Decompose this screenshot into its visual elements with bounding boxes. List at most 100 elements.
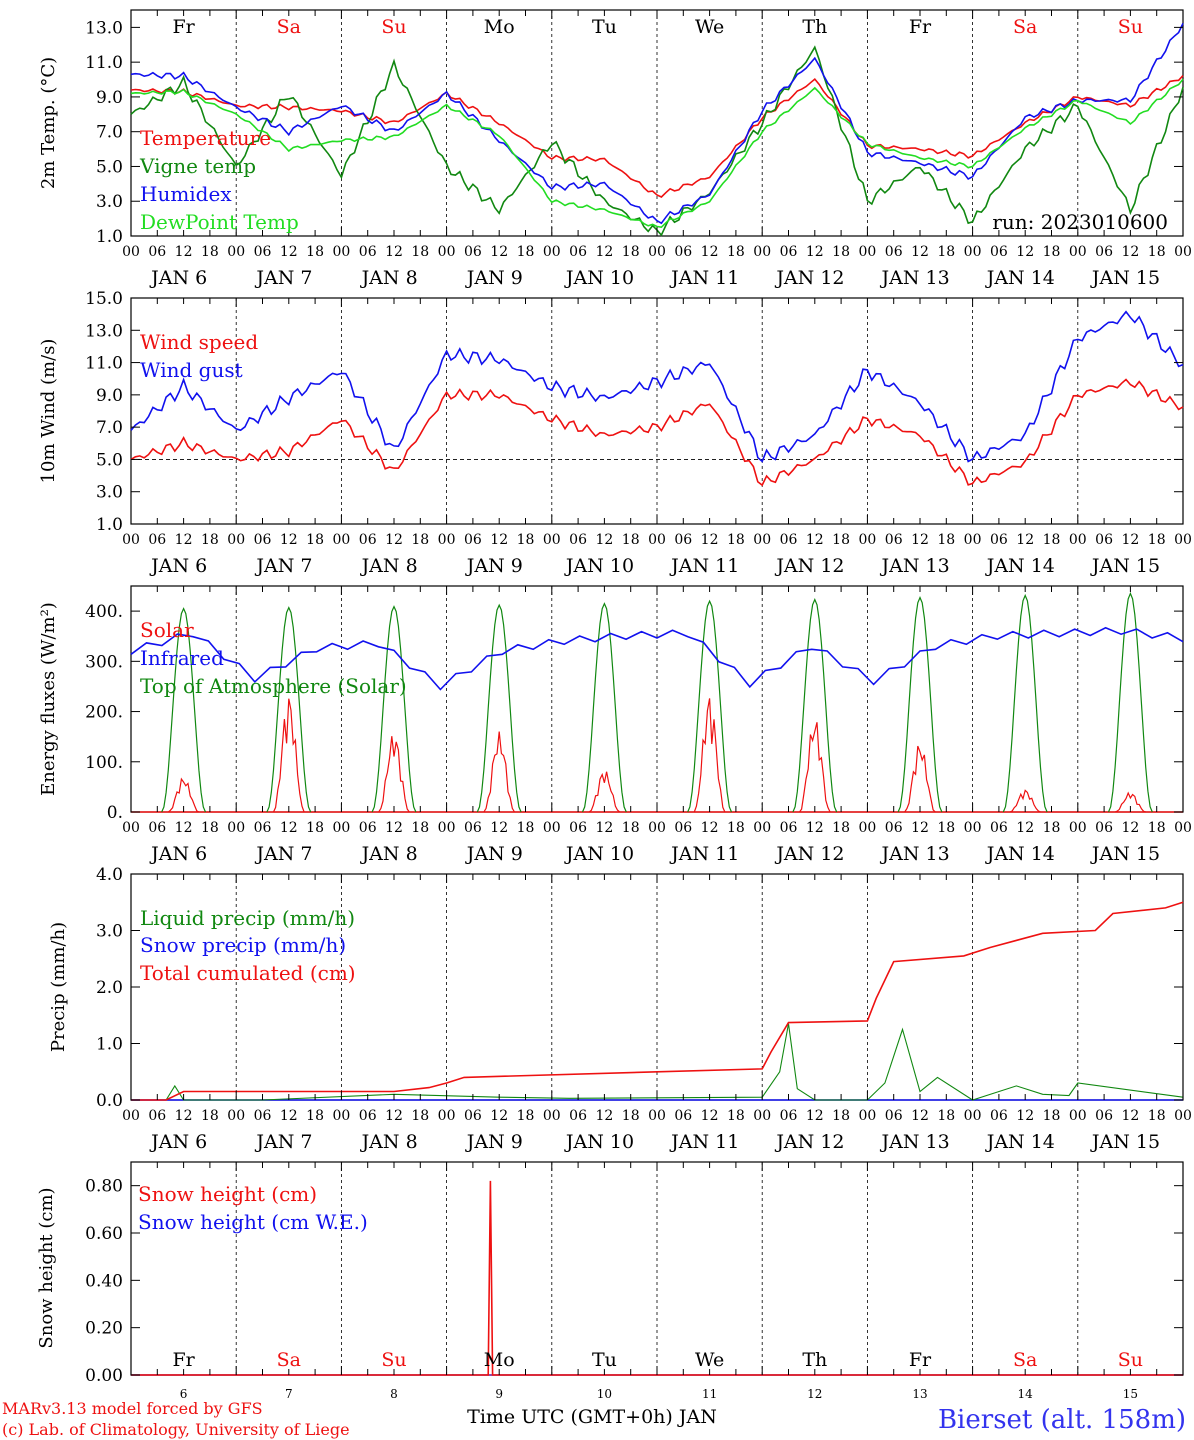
legend-infrared: Infrared <box>140 646 224 670</box>
day-name-label: Sa <box>1013 16 1037 38</box>
hour-tick-label: 06 <box>885 244 903 260</box>
y-tick-label: 11.0 <box>85 53 123 73</box>
solar-line <box>588 771 621 813</box>
date-label: JAN 15 <box>1090 555 1160 577</box>
hour-tick-label: 06 <box>885 532 903 548</box>
day-name-label: Mo <box>484 16 515 38</box>
y-tick-label: 0.20 <box>85 1319 123 1339</box>
hour-tick-label: 12 <box>911 532 929 548</box>
y-tick-label: 13.0 <box>85 321 123 341</box>
toa-solar-line <box>476 603 522 813</box>
legend-toa: Top of Atmosphere (Solar) <box>140 674 407 698</box>
hour-tick-label: 18 <box>937 1108 955 1124</box>
date-label: JAN 6 <box>149 555 207 577</box>
hour-tick-label: 06 <box>359 1108 377 1124</box>
solar-line <box>693 698 726 813</box>
hour-tick-label: 00 <box>648 532 666 548</box>
hour-tick-label: 18 <box>1148 820 1166 836</box>
hour-tick-label: 12 <box>1121 532 1139 548</box>
date-label: JAN 7 <box>254 267 312 289</box>
hour-tick-label: 18 <box>622 820 640 836</box>
day-name-label: We <box>695 1349 724 1371</box>
toa-solar-line <box>371 605 417 813</box>
hour-tick-label: 18 <box>622 532 640 548</box>
hour-tick-label: 18 <box>201 532 219 548</box>
toa-solar-line <box>897 596 943 813</box>
hour-tick-label: 00 <box>1174 532 1192 548</box>
day-name-label: Th <box>802 16 827 38</box>
hour-tick-label: 00 <box>438 820 456 836</box>
date-label: JAN 10 <box>564 843 634 865</box>
hour-tick-label: 12 <box>701 1108 719 1124</box>
hour-tick-label: 06 <box>464 532 482 548</box>
hour-tick-label: 18 <box>517 1108 535 1124</box>
solar-line <box>378 736 410 813</box>
hour-tick-label: 12 <box>595 532 613 548</box>
day-name-label: Mo <box>484 1349 515 1371</box>
y-tick-label: 3.0 <box>96 483 123 503</box>
hour-tick-label: 06 <box>359 820 377 836</box>
solar-line <box>272 698 305 813</box>
hour-tick-label: 12 <box>806 532 824 548</box>
toa-solar-line <box>1107 591 1153 813</box>
vigne-temp-line <box>130 45 1184 237</box>
date-label: JAN 6 <box>149 267 207 289</box>
date-label: JAN 7 <box>254 843 312 865</box>
solar-line <box>167 777 200 813</box>
hour-tick-label: 00 <box>858 532 876 548</box>
y-tick-label: 200. <box>85 703 123 723</box>
hour-tick-label: 12 <box>806 1108 824 1124</box>
energy-ylabel: Energy fluxes (W/m²) <box>38 602 59 796</box>
hour-tick-label: 18 <box>1148 532 1166 548</box>
hour-tick-label: 06 <box>148 1108 166 1124</box>
hour-tick-label: 12 <box>385 1108 403 1124</box>
credit-line-2: (c) Lab. of Climatology, University of L… <box>2 1420 350 1439</box>
hour-tick-label: 18 <box>411 244 429 260</box>
solar-line <box>1114 791 1146 813</box>
hour-tick-label: 06 <box>674 532 692 548</box>
y-tick-label: 9.0 <box>96 88 123 108</box>
hour-tick-label: 12 <box>490 532 508 548</box>
y-tick-label: 0. <box>107 803 123 823</box>
hour-tick-label: 18 <box>937 532 955 548</box>
hour-tick-label: 00 <box>332 244 350 260</box>
humidex-line <box>130 22 1184 225</box>
hour-tick-label: 12 <box>911 1108 929 1124</box>
hour-tick-label: 18 <box>411 820 429 836</box>
y-tick-label: 15.0 <box>85 289 123 309</box>
y-tick-label: 0.60 <box>85 1224 123 1244</box>
hour-tick-label: 06 <box>674 1108 692 1124</box>
day-number-label: 7 <box>285 1387 293 1401</box>
wind-ylabel: 10m Wind (m/s) <box>38 339 59 484</box>
hour-tick-label: 18 <box>727 1108 745 1124</box>
day-number-label: 11 <box>702 1387 717 1401</box>
hour-tick-label: 12 <box>1016 1108 1034 1124</box>
hour-tick-label: 00 <box>332 532 350 548</box>
hour-tick-label: 18 <box>832 532 850 548</box>
date-label: JAN 8 <box>360 555 418 577</box>
hour-tick-label: 00 <box>543 1108 561 1124</box>
legend-humidex: Humidex <box>140 182 232 206</box>
hour-tick-label: 00 <box>1069 1108 1087 1124</box>
hour-tick-label: 12 <box>806 244 824 260</box>
hour-tick-label: 18 <box>832 1108 850 1124</box>
hour-tick-label: 12 <box>1121 820 1139 836</box>
hour-tick-label: 00 <box>964 1108 982 1124</box>
hour-tick-label: 12 <box>1121 244 1139 260</box>
hour-tick-label: 00 <box>1069 244 1087 260</box>
hour-tick-label: 12 <box>595 820 613 836</box>
hour-tick-label: 06 <box>254 532 272 548</box>
hour-tick-label: 00 <box>543 532 561 548</box>
hour-tick-label: 06 <box>148 820 166 836</box>
hour-tick-label: 12 <box>385 244 403 260</box>
y-tick-label: 1.0 <box>96 1035 123 1055</box>
date-label: JAN 9 <box>465 843 523 865</box>
y-tick-label: 3.0 <box>96 922 123 942</box>
hour-tick-label: 06 <box>148 532 166 548</box>
y-tick-label: 2.0 <box>96 978 123 998</box>
hour-tick-label: 06 <box>254 244 272 260</box>
date-label: JAN 15 <box>1090 843 1160 865</box>
y-tick-label: 300. <box>85 652 123 672</box>
liquid-precip-line <box>131 1023 1184 1101</box>
hour-tick-label: 12 <box>280 1108 298 1124</box>
